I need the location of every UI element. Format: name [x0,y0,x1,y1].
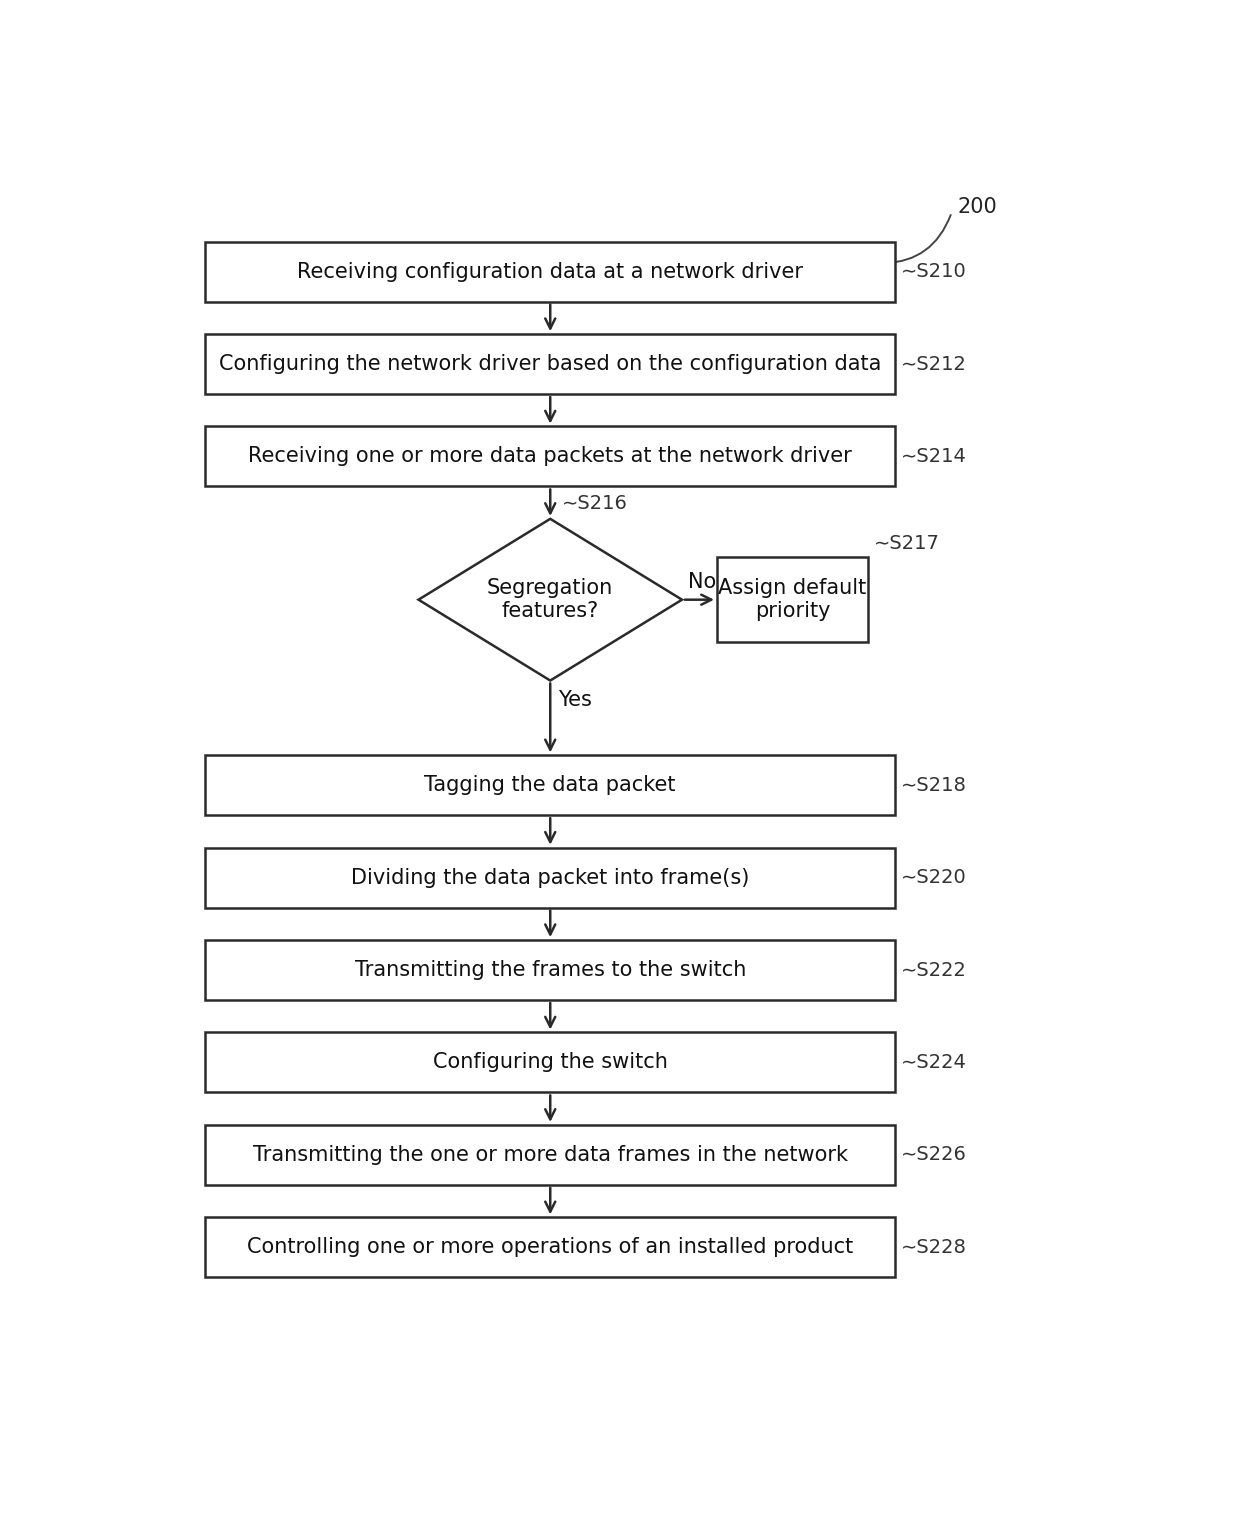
Text: ∼S228: ∼S228 [901,1238,967,1257]
Text: ∼S216: ∼S216 [562,494,627,513]
Text: Configuring the switch: Configuring the switch [433,1053,667,1073]
Text: Receiving configuration data at a network driver: Receiving configuration data at a networ… [298,261,804,282]
Text: Transmitting the frames to the switch: Transmitting the frames to the switch [355,960,746,980]
FancyBboxPatch shape [206,847,895,908]
Text: ∼S210: ∼S210 [901,262,967,281]
Text: Assign default
priority: Assign default priority [718,578,867,621]
FancyBboxPatch shape [717,557,868,642]
Text: Transmitting the one or more data frames in the network: Transmitting the one or more data frames… [253,1144,848,1164]
Text: Dividing the data packet into frame(s): Dividing the data packet into frame(s) [351,868,749,888]
Text: Configuring the network driver based on the configuration data: Configuring the network driver based on … [219,354,882,374]
Text: ∼S220: ∼S220 [901,868,967,887]
Text: ∼S224: ∼S224 [901,1053,967,1071]
Text: ∼S214: ∼S214 [901,447,967,465]
Text: Tagging the data packet: Tagging the data packet [424,775,676,795]
Text: Segregation
features?: Segregation features? [487,578,614,621]
FancyBboxPatch shape [206,1218,895,1277]
FancyBboxPatch shape [206,755,895,815]
Text: ∼S212: ∼S212 [901,354,967,374]
Text: No: No [688,572,717,592]
FancyBboxPatch shape [206,426,895,487]
Text: 200: 200 [957,197,997,217]
Text: ∼S218: ∼S218 [901,775,967,795]
Polygon shape [419,519,682,681]
Text: Receiving one or more data packets at the network driver: Receiving one or more data packets at th… [248,447,852,467]
FancyBboxPatch shape [206,241,895,302]
FancyBboxPatch shape [206,1033,895,1093]
Text: ∼S222: ∼S222 [901,960,967,980]
Text: ∼S217: ∼S217 [874,534,940,554]
FancyBboxPatch shape [206,940,895,1000]
Text: Controlling one or more operations of an installed product: Controlling one or more operations of an… [247,1238,853,1257]
Text: ∼S226: ∼S226 [901,1146,967,1164]
FancyBboxPatch shape [206,334,895,394]
FancyBboxPatch shape [206,1125,895,1184]
Text: Yes: Yes [558,690,591,710]
